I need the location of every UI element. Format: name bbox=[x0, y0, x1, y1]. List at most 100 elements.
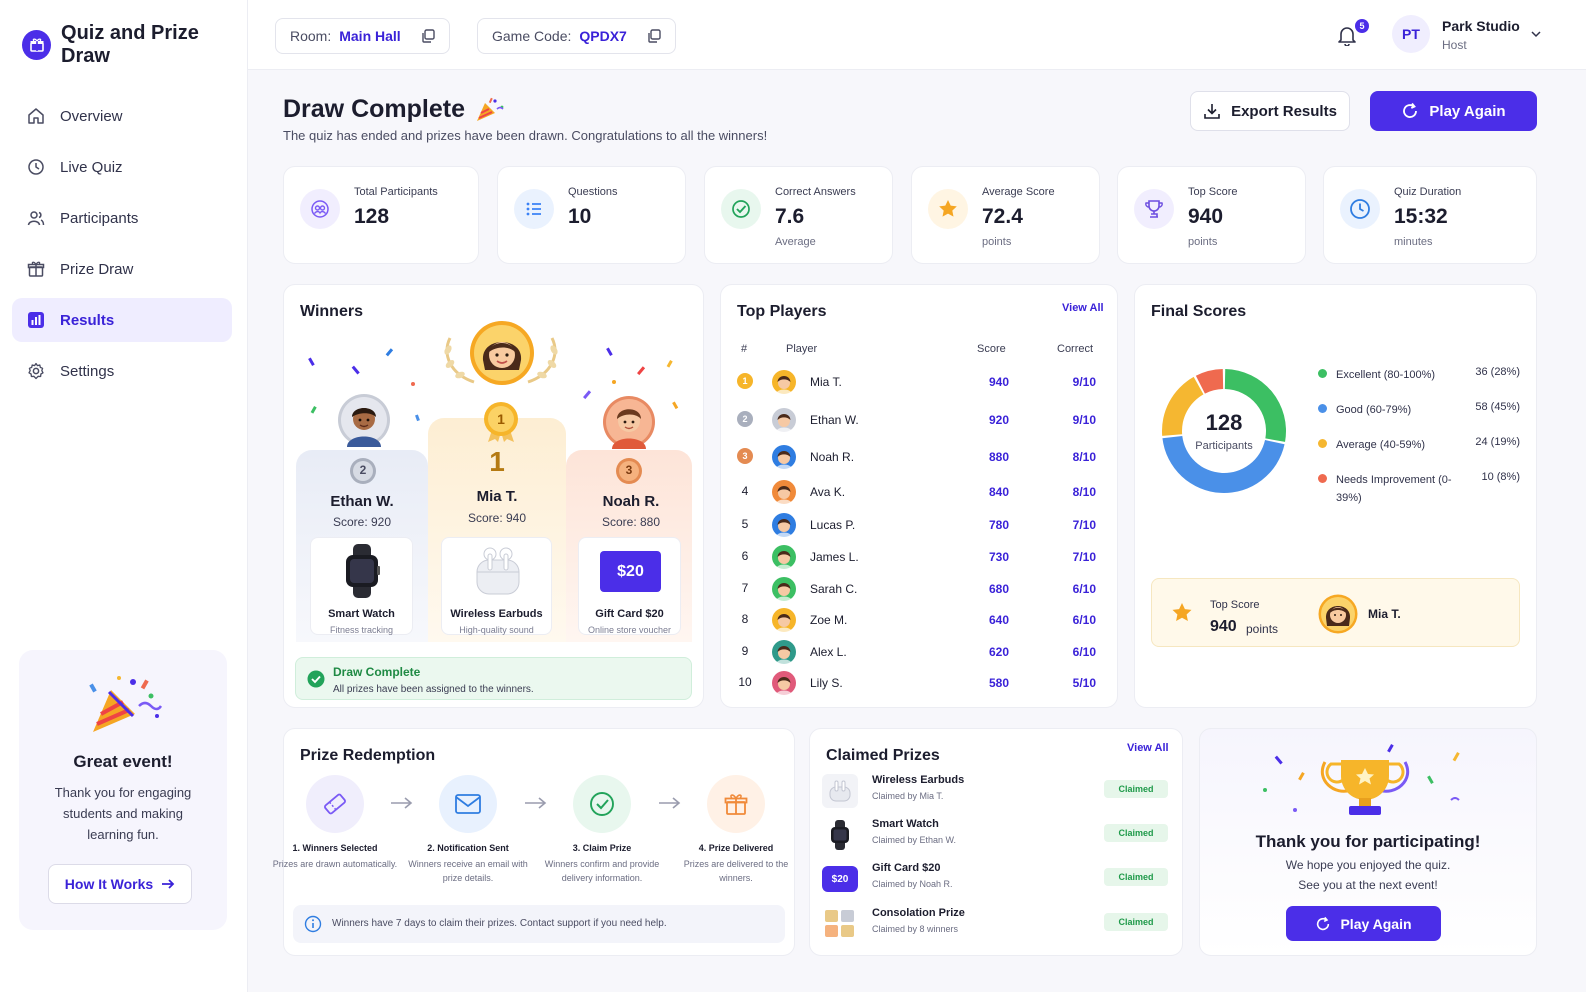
bell-icon[interactable] bbox=[1336, 24, 1358, 46]
star-icon bbox=[1172, 603, 1192, 621]
claimed-by: Claimed by Ethan W. bbox=[872, 835, 957, 845]
player-score: 620 bbox=[988, 645, 1009, 659]
stat-value: 7.6 bbox=[775, 205, 805, 228]
claimed-prize-row: Consolation Prize Claimed by 8 winners C… bbox=[822, 903, 1172, 943]
export-results-button[interactable]: Export Results bbox=[1190, 91, 1350, 131]
player-name: Zoe M. bbox=[810, 613, 848, 627]
how-it-works-label: How It Works bbox=[64, 876, 154, 892]
stat-sub: minutes bbox=[1394, 236, 1433, 248]
legend-label: Good (60-79%) bbox=[1336, 404, 1412, 416]
top-player-row[interactable]: 8 Zoe M. 640 6/10 bbox=[720, 605, 1118, 635]
play-again-button[interactable]: Play Again bbox=[1370, 91, 1537, 131]
legend-value: 24 (19%) bbox=[1475, 436, 1520, 448]
user-role: Host bbox=[1442, 38, 1467, 52]
claimed-status-badge: Claimed bbox=[1104, 913, 1168, 931]
copy-icon[interactable] bbox=[647, 29, 661, 43]
top-player-row[interactable]: 1 Mia T. 940 9/10 bbox=[720, 367, 1118, 397]
claimed-by: Claimed by 8 winners bbox=[872, 924, 959, 934]
winner-second-avatar bbox=[338, 394, 390, 447]
top-player-row[interactable]: 3 Noah R. 880 8/10 bbox=[720, 442, 1118, 472]
nav-item-results[interactable]: Results bbox=[12, 298, 232, 342]
top-player-row[interactable]: 9 Alex L. 620 6/10 bbox=[720, 637, 1118, 667]
top-score-unit: points bbox=[1246, 622, 1279, 636]
play-again-bottom-button[interactable]: Play Again bbox=[1286, 906, 1441, 941]
redemption-note: Winners have 7 days to claim their prize… bbox=[293, 905, 785, 943]
player-avatar bbox=[772, 608, 796, 632]
nav-item-participants[interactable]: Participants bbox=[12, 196, 232, 240]
claimed-prize-name: Consolation Prize bbox=[872, 907, 965, 919]
app-logo[interactable]: Quiz and Prize Draw bbox=[22, 22, 247, 68]
bronze-medal-icon bbox=[616, 458, 642, 484]
stat-label: Top Score bbox=[1188, 186, 1238, 198]
col-score: Score bbox=[977, 343, 1006, 355]
player-name: Noah R. bbox=[810, 450, 855, 464]
top-player-row[interactable]: 10 Lily S. 580 5/10 bbox=[720, 668, 1118, 698]
col-rank: # bbox=[741, 343, 748, 355]
notification-badge: 5 bbox=[1355, 19, 1369, 33]
stat-card-quiz-duration: Quiz Duration 15:32 minutes bbox=[1323, 166, 1537, 264]
chevron-down-icon[interactable] bbox=[1530, 28, 1542, 40]
stat-sub: points bbox=[1188, 236, 1218, 248]
copy-icon[interactable] bbox=[421, 29, 435, 43]
rank-medal-icon: 2 bbox=[737, 411, 753, 427]
nav-item-prize-draw[interactable]: Prize Draw bbox=[12, 247, 232, 291]
player-avatar bbox=[772, 513, 796, 537]
player-correct: 9/10 bbox=[1072, 413, 1096, 427]
info-icon bbox=[304, 915, 322, 933]
user-name[interactable]: Park Studio bbox=[1442, 18, 1520, 34]
donut-segment bbox=[1162, 376, 1204, 436]
earbuds-icon bbox=[822, 774, 858, 808]
redemption-step-4: 4. Prize Delivered Prizes are delivered … bbox=[671, 775, 801, 885]
top-players-view-all-link[interactable]: View All bbox=[1062, 302, 1104, 314]
nav-item-settings[interactable]: Settings bbox=[12, 349, 232, 393]
refresh-icon bbox=[1317, 916, 1330, 930]
top-player-row[interactable]: 2 Ethan W. 920 9/10 bbox=[720, 405, 1118, 435]
thank-you-line1: We hope you enjoyed the quiz. bbox=[1285, 858, 1451, 872]
top-player-row[interactable]: 4 Ava K. 840 8/10 bbox=[720, 477, 1118, 507]
player-name: James L. bbox=[810, 550, 859, 564]
legend-swatch bbox=[1318, 369, 1327, 378]
top-players-title: Top Players bbox=[737, 303, 827, 320]
nav-item-live-quiz[interactable]: Live Quiz bbox=[12, 145, 232, 189]
party-popper-icon bbox=[476, 97, 504, 121]
nav-item-overview[interactable]: Overview bbox=[12, 94, 232, 138]
how-it-works-button[interactable]: How It Works bbox=[48, 864, 192, 904]
page-title: Draw Complete bbox=[283, 95, 505, 124]
stat-value: 128 bbox=[354, 205, 390, 228]
draw-complete-text: All prizes have been assigned to the win… bbox=[333, 684, 534, 695]
top-player-row[interactable]: 7 Sarah C. 680 6/10 bbox=[720, 574, 1118, 604]
rank-value: 4 bbox=[741, 484, 749, 498]
top-player-row[interactable]: 5 Lucas P. 780 7/10 bbox=[720, 510, 1118, 540]
user-avatar[interactable]: PT bbox=[1392, 15, 1430, 53]
redemption-step-3: 3. Claim Prize Winners confirm and provi… bbox=[537, 775, 667, 885]
participants-icon bbox=[300, 189, 340, 229]
player-name: Sarah C. bbox=[810, 582, 858, 596]
game-code-value: QPDX7 bbox=[579, 28, 627, 44]
winner-second-name: Ethan W. bbox=[330, 493, 394, 510]
prize-desc: Fitness tracking bbox=[329, 625, 394, 635]
col-correct: Correct bbox=[1057, 343, 1094, 355]
party-popper-icon bbox=[89, 676, 163, 732]
claimed-prizes-view-all-link[interactable]: View All bbox=[1127, 742, 1169, 754]
top-player-row[interactable]: 6 James L. 730 7/10 bbox=[720, 542, 1118, 572]
rank-value: 6 bbox=[741, 549, 749, 563]
player-score: 780 bbox=[988, 518, 1009, 532]
claimed-prize-row: Smart Watch Claimed by Ethan W. Claimed bbox=[822, 814, 1172, 854]
promo-card: Great event! Thank you for engaging stud… bbox=[19, 650, 227, 930]
gift-icon bbox=[26, 259, 46, 279]
stat-value: 940 bbox=[1188, 205, 1224, 228]
nav-label: Settings bbox=[60, 362, 115, 380]
consolation-prizes-icon bbox=[822, 907, 858, 941]
redemption-note-text: Winners have 7 days to claim their prize… bbox=[332, 918, 667, 929]
gold-medal-rank: 1 bbox=[497, 411, 505, 427]
stat-card-questions: Questions 10 bbox=[497, 166, 686, 264]
player-name: Ava K. bbox=[810, 485, 846, 499]
silver-medal-rank: 2 bbox=[359, 463, 367, 477]
player-avatar bbox=[772, 671, 796, 695]
player-score: 680 bbox=[988, 582, 1009, 596]
player-correct: 6/10 bbox=[1072, 613, 1096, 627]
check-circle-icon bbox=[721, 189, 761, 229]
arrow-right-icon bbox=[162, 879, 175, 889]
claimed-by: Claimed by Mia T. bbox=[872, 791, 944, 801]
game-code-pill: Game Code: QPDX7 bbox=[477, 18, 676, 54]
